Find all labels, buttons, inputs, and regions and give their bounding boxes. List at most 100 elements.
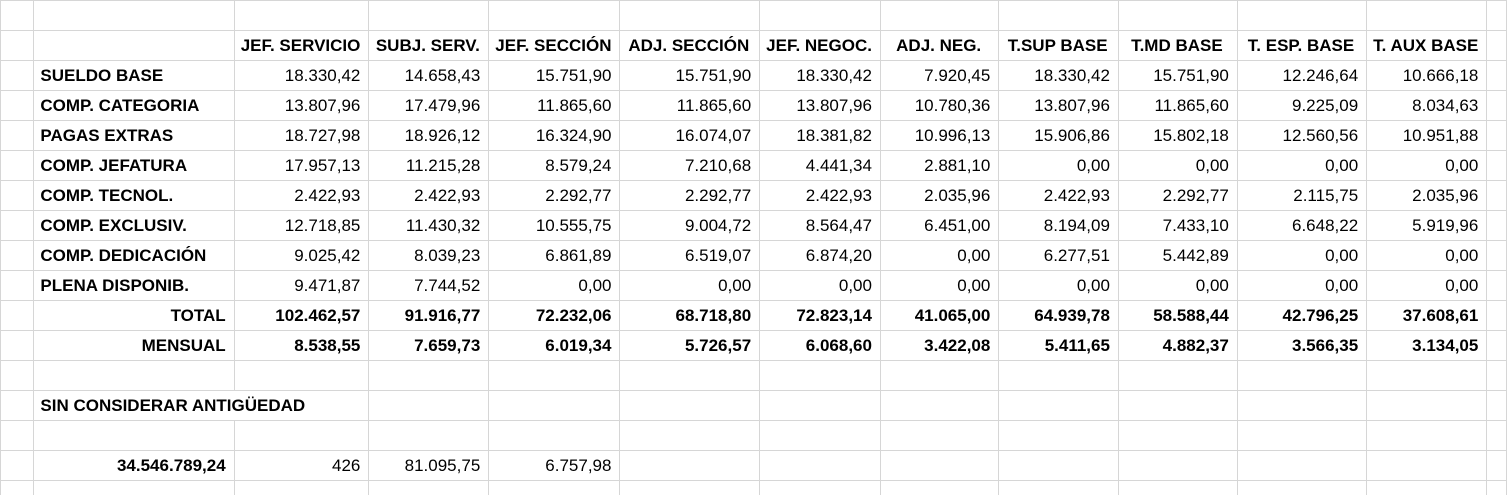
- empty-cell[interactable]: [998, 420, 1119, 451]
- value-cell[interactable]: 0,00: [1236, 150, 1368, 181]
- row-label-cell[interactable]: PLENA DISPONIB.: [33, 270, 235, 301]
- value-cell[interactable]: 4.882,37: [1117, 330, 1238, 361]
- empty-cell[interactable]: [998, 0, 1119, 31]
- value-cell[interactable]: 0,00: [1366, 240, 1488, 271]
- value-cell[interactable]: 14.658,43: [368, 60, 490, 91]
- empty-cell[interactable]: [1486, 180, 1507, 211]
- empty-cell[interactable]: [0, 330, 35, 361]
- value-cell[interactable]: 42.796,25: [1236, 300, 1368, 331]
- empty-cell[interactable]: [0, 390, 35, 421]
- empty-cell[interactable]: [1486, 240, 1507, 271]
- value-cell[interactable]: 13.807,96: [998, 90, 1119, 121]
- value-cell[interactable]: 12.718,85: [233, 210, 370, 241]
- empty-cell[interactable]: [368, 0, 490, 31]
- empty-cell[interactable]: [619, 450, 761, 481]
- empty-cell[interactable]: [0, 480, 35, 495]
- value-cell[interactable]: 13.807,96: [233, 90, 370, 121]
- value-cell[interactable]: 0,00: [998, 270, 1119, 301]
- empty-cell[interactable]: [1117, 420, 1238, 451]
- value-cell[interactable]: 15.751,90: [488, 60, 621, 91]
- empty-cell[interactable]: [619, 360, 761, 391]
- row-label-cell[interactable]: TOTAL: [33, 300, 235, 331]
- value-cell[interactable]: 6.019,34: [488, 330, 621, 361]
- value-cell[interactable]: 3.422,08: [879, 330, 1000, 361]
- empty-cell[interactable]: [879, 0, 1000, 31]
- value-cell[interactable]: 10.555,75: [488, 210, 621, 241]
- value-cell[interactable]: 13.807,96: [759, 90, 881, 121]
- empty-cell[interactable]: [1236, 420, 1368, 451]
- empty-cell[interactable]: [1486, 480, 1507, 495]
- value-cell[interactable]: 5.442,89: [1117, 240, 1238, 271]
- value-cell[interactable]: 7.433,10: [1117, 210, 1238, 241]
- value-cell[interactable]: 8.039,23: [368, 240, 490, 271]
- value-cell[interactable]: 18.330,42: [998, 60, 1119, 91]
- empty-cell[interactable]: [1236, 360, 1368, 391]
- value-cell[interactable]: 6.068,60: [759, 330, 881, 361]
- column-header-cell[interactable]: T. AUX BASE: [1366, 30, 1488, 61]
- value-cell[interactable]: 9.471,87: [233, 270, 370, 301]
- empty-cell[interactable]: [1366, 450, 1488, 481]
- empty-cell[interactable]: [1236, 450, 1368, 481]
- row-label-cell[interactable]: PAGAS EXTRAS: [33, 120, 235, 151]
- value-cell[interactable]: 0,00: [998, 150, 1119, 181]
- value-cell[interactable]: 72.823,14: [759, 300, 881, 331]
- empty-cell[interactable]: [488, 0, 621, 31]
- value-cell[interactable]: 8.194,09: [998, 210, 1119, 241]
- value-cell[interactable]: 6.451,00: [879, 210, 1000, 241]
- empty-cell[interactable]: [0, 0, 35, 31]
- value-cell[interactable]: 10.780,36: [879, 90, 1000, 121]
- row-label-cell[interactable]: COMP. EXCLUSIV.: [33, 210, 235, 241]
- column-header-cell[interactable]: T.SUP BASE: [998, 30, 1119, 61]
- value-cell[interactable]: 8.564,47: [759, 210, 881, 241]
- empty-cell[interactable]: [1486, 150, 1507, 181]
- empty-cell[interactable]: [1486, 90, 1507, 121]
- value-cell[interactable]: 0,00: [1366, 270, 1488, 301]
- empty-cell[interactable]: [1366, 480, 1488, 495]
- empty-cell[interactable]: [1486, 60, 1507, 91]
- value-cell[interactable]: 72.232,06: [488, 300, 621, 331]
- value-cell[interactable]: 8.579,24: [488, 150, 621, 181]
- empty-cell[interactable]: [1366, 420, 1488, 451]
- row-label-cell[interactable]: COMP. CATEGORIA: [33, 90, 235, 121]
- empty-cell[interactable]: [1236, 0, 1368, 31]
- value-cell[interactable]: 58.588,44: [1117, 300, 1238, 331]
- value-cell[interactable]: 15.751,90: [619, 60, 761, 91]
- value-cell[interactable]: 6.648,22: [1236, 210, 1368, 241]
- value-cell[interactable]: 11.865,60: [619, 90, 761, 121]
- value-cell[interactable]: 0,00: [1117, 270, 1238, 301]
- note-cell[interactable]: SIN CONSIDERAR ANTIGÜEDAD: [33, 390, 370, 421]
- empty-cell[interactable]: [1366, 390, 1488, 421]
- value-cell[interactable]: 0,00: [759, 270, 881, 301]
- empty-cell[interactable]: [1486, 210, 1507, 241]
- empty-cell[interactable]: [1486, 390, 1507, 421]
- value-cell[interactable]: 37.608,61: [1366, 300, 1488, 331]
- empty-cell[interactable]: [33, 420, 235, 451]
- empty-cell[interactable]: [1486, 300, 1507, 331]
- empty-cell[interactable]: [0, 90, 35, 121]
- value-cell[interactable]: 64.939,78: [998, 300, 1119, 331]
- value-cell[interactable]: 4.441,34: [759, 150, 881, 181]
- empty-cell[interactable]: [0, 420, 35, 451]
- value-cell[interactable]: 6.874,20: [759, 240, 881, 271]
- value-cell[interactable]: 10.996,13: [879, 120, 1000, 151]
- value-cell[interactable]: 6.519,07: [619, 240, 761, 271]
- column-header-cell[interactable]: JEF. SECCIÓN: [488, 30, 621, 61]
- value-cell[interactable]: 3.566,35: [1236, 330, 1368, 361]
- value-cell[interactable]: 0,00: [1366, 150, 1488, 181]
- value-cell[interactable]: 5.919,96: [1366, 210, 1488, 241]
- empty-cell[interactable]: [1117, 0, 1238, 31]
- value-cell[interactable]: 15.802,18: [1117, 120, 1238, 151]
- row-label-cell[interactable]: MENSUAL: [33, 330, 235, 361]
- column-header-cell[interactable]: T. ESP. BASE: [1236, 30, 1368, 61]
- value-cell[interactable]: 68.718,80: [619, 300, 761, 331]
- value-cell[interactable]: 18.727,98: [233, 120, 370, 151]
- value-cell[interactable]: 7.744,52: [368, 270, 490, 301]
- value-cell[interactable]: 18.330,42: [759, 60, 881, 91]
- empty-cell[interactable]: [1486, 0, 1507, 31]
- value-cell[interactable]: 2.881,10: [879, 150, 1000, 181]
- empty-cell[interactable]: [488, 420, 621, 451]
- footer-value-cell[interactable]: 6.757,98: [488, 450, 621, 481]
- empty-cell[interactable]: [33, 480, 235, 495]
- value-cell[interactable]: 11.865,60: [488, 90, 621, 121]
- column-header-cell[interactable]: T.MD BASE: [1117, 30, 1238, 61]
